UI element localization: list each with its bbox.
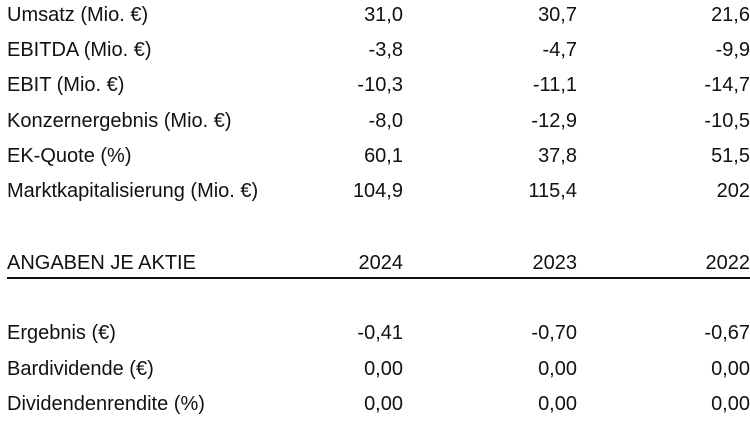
row-label: EBIT (Mio. €) — [7, 74, 125, 97]
value-cell: 0,00 — [711, 357, 750, 380]
value-cell: 2022 — [705, 252, 750, 274]
value-cell: 2024 — [358, 252, 404, 274]
value-cell: 30,7 — [538, 4, 577, 26]
value-cell: -0,41 — [357, 322, 403, 344]
value-cell: 31,0 — [364, 4, 403, 26]
row-label: EK-Quote (%) — [7, 144, 132, 167]
value-cell: -0,70 — [531, 322, 577, 344]
value-cell: 202 — [716, 180, 750, 202]
value-cell: 0,00 — [364, 357, 403, 380]
value-cell: 104,9 — [352, 180, 403, 202]
row-label: Bardividende (€) — [7, 357, 154, 380]
row-label: Konzernergebnis (Mio. €) — [7, 109, 232, 132]
value-cell: 0,00 — [538, 357, 577, 380]
row-label: Ergebnis (€) — [7, 322, 116, 344]
value-cell: 0,00 — [711, 393, 750, 415]
row-label: ANGABEN JE AKTIE — [7, 252, 196, 274]
value-cell: -8,0 — [368, 109, 403, 132]
value-cell: -9,9 — [715, 39, 750, 62]
value-cell: 51,5 — [711, 144, 750, 167]
row-label: Umsatz (Mio. €) — [7, 4, 149, 26]
value-cell: -12,9 — [531, 109, 577, 132]
value-cell: 37,8 — [538, 144, 577, 167]
value-cell: 21,6 — [711, 4, 750, 26]
value-cell: -11,1 — [532, 74, 577, 97]
row-label: Dividendenrendite (%) — [7, 393, 205, 415]
value-cell: 0,00 — [364, 393, 403, 415]
value-cell: -3,8 — [368, 39, 403, 62]
value-cell: -10,5 — [704, 109, 750, 132]
value-cell: -4,7 — [542, 39, 577, 62]
value-cell: 0,00 — [538, 393, 577, 415]
header-rule — [7, 277, 750, 279]
value-cell: -0,67 — [704, 322, 750, 344]
value-cell: 115,4 — [528, 180, 577, 202]
value-cell: 60,1 — [364, 144, 403, 167]
row-label: EBITDA (Mio. €) — [7, 39, 152, 62]
value-cell: -14,7 — [704, 74, 750, 97]
value-cell: 2023 — [532, 252, 578, 274]
value-cell: -10,3 — [357, 74, 403, 97]
row-label: Marktkapitalisierung (Mio. €) — [7, 180, 259, 202]
